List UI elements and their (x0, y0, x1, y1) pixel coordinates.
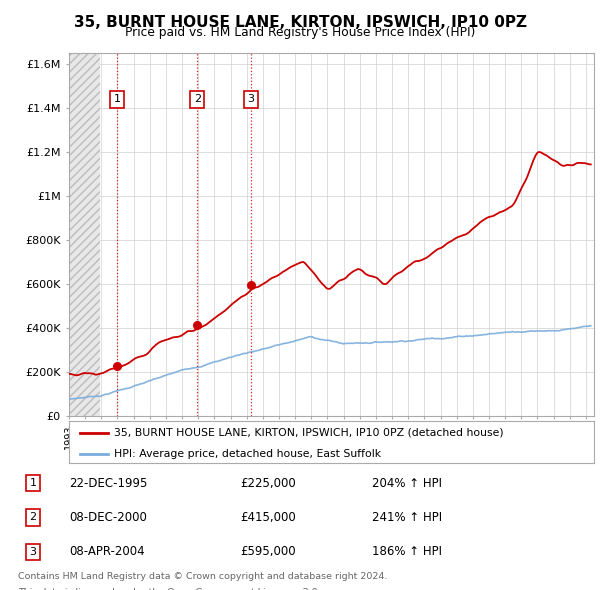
Text: 241% ↑ HPI: 241% ↑ HPI (372, 511, 442, 524)
Text: 22-DEC-1995: 22-DEC-1995 (69, 477, 148, 490)
Text: £225,000: £225,000 (240, 477, 296, 490)
Text: £415,000: £415,000 (240, 511, 296, 524)
Text: 35, BURNT HOUSE LANE, KIRTON, IPSWICH, IP10 0PZ (detached house): 35, BURNT HOUSE LANE, KIRTON, IPSWICH, I… (113, 428, 503, 438)
Text: This data is licensed under the Open Government Licence v3.0.: This data is licensed under the Open Gov… (18, 588, 320, 590)
Text: 186% ↑ HPI: 186% ↑ HPI (372, 545, 442, 558)
Text: 2: 2 (194, 94, 201, 104)
Text: 08-DEC-2000: 08-DEC-2000 (69, 511, 147, 524)
Text: HPI: Average price, detached house, East Suffolk: HPI: Average price, detached house, East… (113, 449, 381, 459)
Text: 2: 2 (29, 513, 37, 522)
Text: Contains HM Land Registry data © Crown copyright and database right 2024.: Contains HM Land Registry data © Crown c… (18, 572, 388, 581)
Text: 1: 1 (113, 94, 121, 104)
Text: 3: 3 (29, 547, 37, 556)
Bar (69, 53, 100, 416)
Text: 1: 1 (29, 478, 37, 488)
Text: 204% ↑ HPI: 204% ↑ HPI (372, 477, 442, 490)
Text: £595,000: £595,000 (240, 545, 296, 558)
Text: 35, BURNT HOUSE LANE, KIRTON, IPSWICH, IP10 0PZ: 35, BURNT HOUSE LANE, KIRTON, IPSWICH, I… (74, 15, 527, 30)
Text: Price paid vs. HM Land Registry's House Price Index (HPI): Price paid vs. HM Land Registry's House … (125, 26, 475, 39)
Text: 3: 3 (248, 94, 254, 104)
Text: 08-APR-2004: 08-APR-2004 (69, 545, 145, 558)
